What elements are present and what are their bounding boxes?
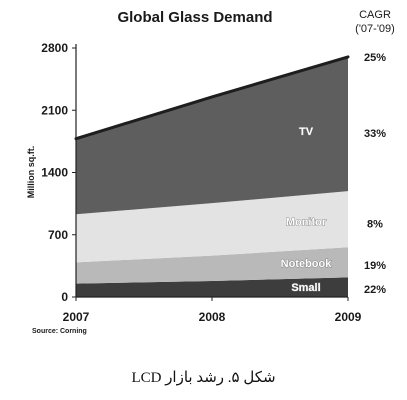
y-tick-label-2800: 2800 (41, 41, 68, 55)
y-axis-title: Million sq.ft. (26, 146, 36, 199)
y-tick-label-0: 0 (61, 290, 68, 304)
x-tick-label-2007: 2007 (63, 310, 90, 324)
labels-group: Small 22% Notebook 19% Monitor 8% TV 33% 25% (280, 52, 386, 296)
cagr-label-small: 22% (364, 284, 386, 296)
chart-title: Global Glass Demand (117, 9, 272, 26)
figure-caption: شکل ۵. رشد بازار LCD (131, 370, 276, 386)
stacked-area-chart: Global Glass Demand CAGR ('07-'09) Milli… (26, 9, 395, 335)
areas-group (74, 55, 350, 297)
series-label-small: Small (291, 282, 320, 294)
series-label-monitor: Monitor (286, 216, 327, 228)
area-monitor (76, 191, 348, 263)
series-label-notebook: Notebook (281, 258, 333, 270)
x-tick-label-2008: 2008 (199, 310, 226, 324)
cagr-label-tv: 33% (364, 128, 386, 140)
cagr-header: CAGR (359, 9, 391, 21)
area-tv (76, 56, 348, 215)
x-tick-label-2009: 2009 (335, 310, 362, 324)
series-label-tv: TV (299, 126, 314, 138)
y-tick-label-1400: 1400 (41, 166, 68, 180)
cagr-label-notebook: 19% (364, 260, 386, 272)
total-line (74, 55, 350, 141)
source-note: Source: Corning (32, 328, 87, 335)
area-notebook (76, 247, 348, 284)
cagr-period-header: ('07-'09) (355, 23, 395, 35)
y-tick-label-2100: 2100 (41, 103, 68, 117)
y-tick-label-700: 700 (48, 228, 68, 242)
cagr-label-total: 25% (364, 52, 386, 64)
cagr-label-monitor: 8% (367, 218, 383, 230)
axes-group: 0 700 1400 2100 2800 2007 2008 2009 (41, 41, 361, 324)
